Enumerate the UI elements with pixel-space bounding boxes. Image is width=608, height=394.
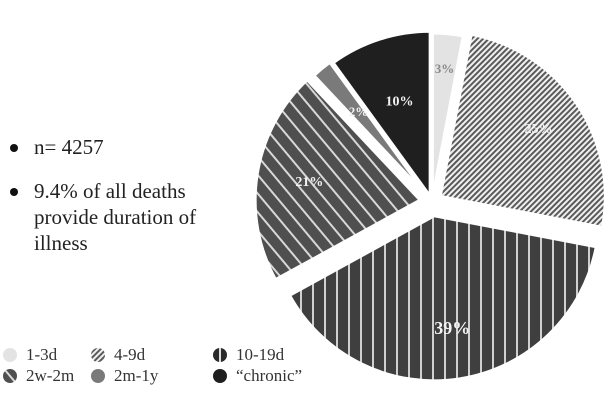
note-deaths-share: 9.4% of all deaths provide duration of i… (8, 178, 238, 256)
legend-label: 10-19d (236, 345, 285, 364)
bullet-dot-icon (10, 188, 18, 196)
note-sample-size-text: n= 4257 (34, 135, 104, 159)
slice-data-label-1: 3% (435, 61, 455, 76)
slice-data-label-6: 10% (386, 94, 414, 109)
pie-slice-1 (430, 31, 466, 199)
legend-label: 1-3d (26, 345, 58, 364)
legend-label: 2m-1y (114, 366, 159, 385)
note-deaths-share-text: 9.4% of all deaths provide duration of i… (34, 179, 197, 255)
legend-swatch-icon (213, 369, 227, 383)
legend-label: 2w-2m (26, 366, 75, 385)
pie-slice-5 (311, 60, 429, 197)
pie-slices (253, 29, 607, 383)
legend-swatch-icon (91, 369, 105, 383)
pie-slice-6 (331, 29, 432, 201)
legend-label: “chronic” (236, 366, 303, 385)
pie-slice-3 (287, 214, 599, 383)
slice-data-label-3: 39% (434, 318, 470, 338)
legend-swatch-icon (91, 348, 105, 362)
pie-slice-labels: 3% 25% 39% 21% 2% 10% (295, 61, 552, 338)
pie-slice-4 (253, 77, 423, 282)
note-sample-size: n= 4257 (8, 134, 104, 160)
pie-slice-2 (438, 32, 607, 230)
slice-data-label-2: 25% (525, 122, 553, 137)
slice-data-label-5: 2% (349, 104, 369, 119)
slice-data-label-4: 21% (295, 175, 323, 190)
legend-label: 4-9d (114, 345, 146, 364)
legend-swatch-icon (213, 348, 227, 362)
legend-swatch-icon (3, 348, 17, 362)
bullet-dot-icon (10, 144, 18, 152)
legend-swatch-icon (3, 369, 17, 383)
